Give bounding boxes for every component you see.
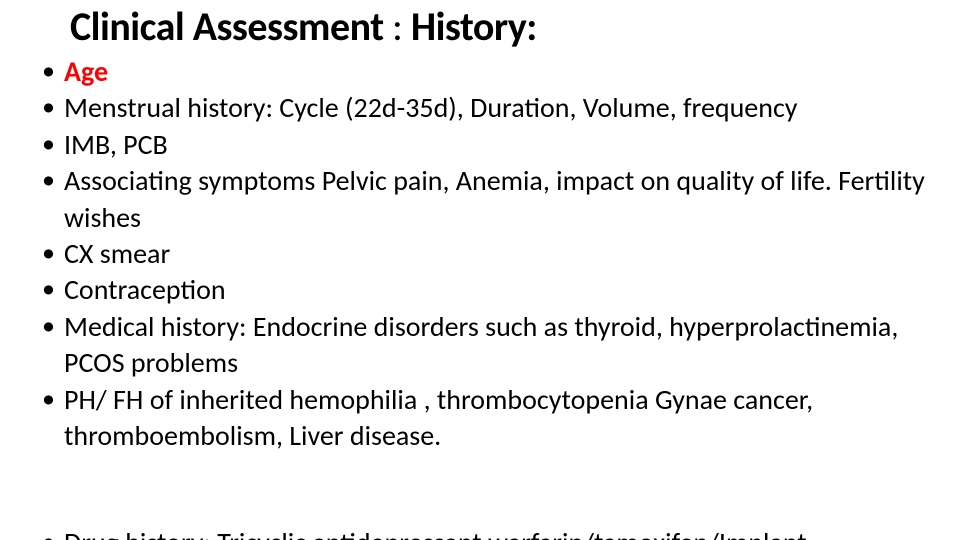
slide-title: Clinical Assessment : History: [70,2,537,51]
bullet-item: Medical history: Endocrine disorders suc… [40,309,952,382]
bullet-item-cutoff: Drug history: Tricyclic antidepressant w… [40,525,952,540]
bullet-text: PH/ FH of inherited hemophilia , thrombo… [64,382,813,453]
title-part1: Clinical Assessment [70,2,384,51]
bullet-item: Menstrual history: Cycle (22d-35d), Dura… [40,90,952,126]
bullet-item: Age [40,54,952,90]
bullet-text: Age [64,54,108,89]
bullet-item: CX smear [40,236,952,272]
bullet-list: Age Menstrual history: Cycle (22d-35d), … [40,54,952,454]
bullet-text-cutoff: Drug history: Tricyclic antidepressant w… [64,525,807,540]
bullet-text: IMB, PCB [64,127,168,162]
bullet-item: Contraception [40,272,952,308]
bullet-text: Contraception [64,272,226,307]
bullet-item: IMB, PCB [40,127,952,163]
bullet-text: Associating symptoms Pelvic pain, Anemia… [64,163,925,234]
bullet-text: Medical history: Endocrine disorders suc… [64,309,898,380]
slide-container: Clinical Assessment : History: Age Menst… [0,0,960,540]
bullet-item: Associating symptoms Pelvic pain, Anemia… [40,163,952,236]
title-part2: History: [411,2,537,51]
bullet-text: Menstrual history: Cycle (22d-35d), Dura… [64,90,797,125]
bullet-text: CX smear [64,236,170,271]
bullet-item: PH/ FH of inherited hemophilia , thrombo… [40,382,952,455]
title-separator: : [384,2,411,51]
